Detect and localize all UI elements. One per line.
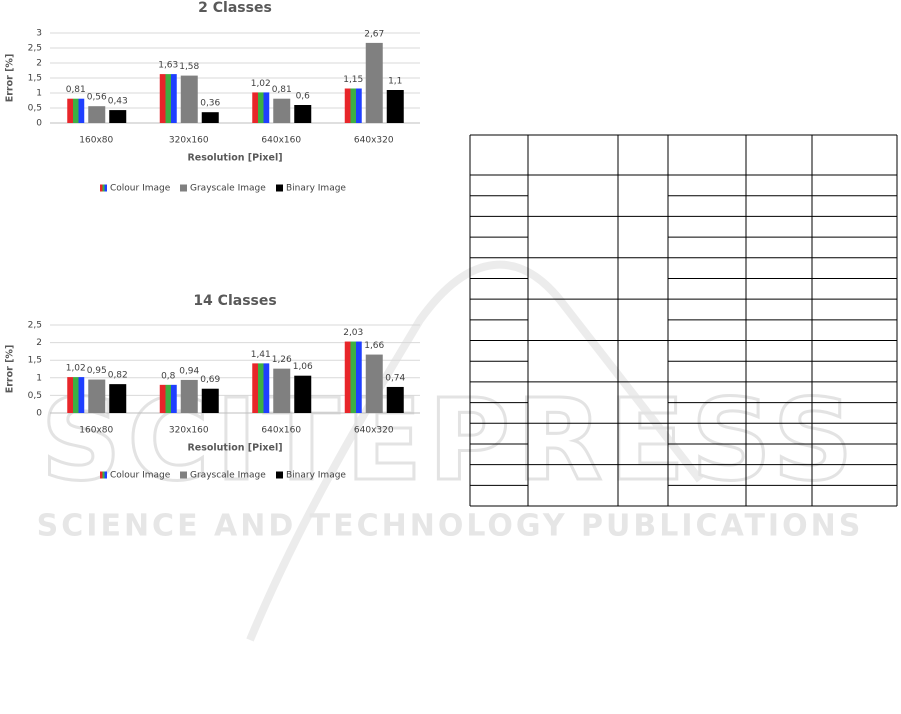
y-tick-label: 2,5 — [28, 44, 42, 54]
chart-title: 2 Classes — [198, 0, 272, 16]
bar — [273, 368, 291, 413]
data-label: 2,03 — [343, 328, 363, 338]
bar-chart: 14 Classes Error [%] Resolution [Pixel] 0 0,… — [5, 293, 420, 481]
bar — [88, 106, 106, 123]
x-tick-label: 640x320 — [354, 426, 394, 436]
data-label: 0,81 — [66, 85, 86, 95]
data-label: 1,66 — [364, 341, 384, 351]
data-label: 0,95 — [87, 366, 107, 376]
data-label: 1,58 — [179, 62, 199, 72]
y-tick-label: 0,5 — [28, 391, 42, 401]
y-tick-label: 1,5 — [28, 356, 42, 366]
bar — [273, 98, 291, 123]
legend-swatch — [276, 184, 283, 192]
x-tick-label: 640x320 — [354, 136, 394, 146]
legend-swatch — [276, 471, 283, 479]
y-tick-label: 3 — [36, 29, 42, 39]
data-label: 1,26 — [272, 355, 292, 365]
data-label: 0,82 — [108, 371, 128, 381]
bar — [109, 110, 127, 123]
data-label: 0,94 — [179, 366, 199, 376]
bar — [252, 363, 270, 413]
watermark: SCITEPRESS SCIENCE AND TECHNOLOGY PUBLIC… — [37, 260, 864, 642]
watermark-swoosh — [246, 260, 704, 642]
x-tick-label: 160x80 — [79, 426, 113, 436]
data-label: 0,69 — [200, 375, 220, 385]
x-axis-title: Resolution [Pixel] — [187, 443, 282, 454]
data-label: 1,1 — [388, 77, 402, 87]
bar — [159, 74, 177, 123]
y-axis-title: Error [%] — [5, 345, 16, 394]
bar — [109, 384, 127, 413]
bar — [180, 75, 198, 123]
empty-table — [469, 134, 898, 507]
legend-swatch — [180, 471, 187, 479]
bar — [67, 98, 85, 123]
bar — [201, 112, 219, 123]
bar — [386, 386, 404, 413]
y-tick-label: 1 — [36, 373, 42, 383]
y-tick-label: 0 — [36, 409, 42, 419]
x-tick-label: 640x160 — [261, 426, 301, 436]
data-label: 2,67 — [364, 29, 384, 39]
chart-title: 14 Classes — [193, 293, 276, 309]
bar — [365, 354, 383, 413]
x-tick-label: 160x80 — [79, 136, 113, 146]
data-label: 1,02 — [251, 79, 271, 89]
y-tick-label: 0,5 — [28, 104, 42, 114]
bar — [294, 375, 312, 413]
data-label: 1,02 — [66, 364, 86, 374]
bar — [180, 379, 198, 413]
legend-label: Grayscale Image — [190, 471, 266, 481]
legend-label: Grayscale Image — [190, 184, 266, 194]
legend-label: Colour Image — [110, 184, 171, 194]
bar-chart: 2 Classes Error [%] Resolution [Pixel] 0 0,5… — [5, 0, 420, 194]
legend-swatch — [100, 184, 107, 192]
bar — [386, 90, 404, 123]
data-label: 1,15 — [343, 75, 363, 85]
bar — [159, 384, 177, 413]
y-tick-label: 0 — [36, 119, 42, 129]
legend-label: Binary Image — [286, 471, 346, 481]
bar — [294, 105, 312, 123]
data-label: 0,74 — [385, 373, 405, 383]
data-label: 1,06 — [293, 362, 313, 372]
y-axis-title: Error [%] — [5, 54, 16, 103]
x-tick-label: 320x160 — [169, 136, 209, 146]
data-label: 1,41 — [251, 350, 271, 360]
bar — [67, 377, 85, 413]
legend-swatch — [180, 184, 187, 192]
x-axis-title: Resolution [Pixel] — [187, 153, 282, 164]
data-label: 0,8 — [161, 371, 176, 381]
y-tick-label: 2 — [36, 59, 42, 69]
legend-label: Colour Image — [110, 471, 171, 481]
x-tick-label: 320x160 — [169, 426, 209, 436]
watermark-text: SCIENCE AND TECHNOLOGY PUBLICATIONS — [37, 509, 864, 544]
legend-swatch — [100, 471, 107, 479]
y-tick-label: 1 — [36, 89, 42, 99]
x-tick-label: 640x160 — [261, 136, 301, 146]
bar — [252, 92, 270, 123]
data-label: 0,6 — [296, 92, 311, 102]
bar — [344, 88, 362, 123]
bar — [365, 42, 383, 123]
y-tick-label: 1,5 — [28, 74, 42, 84]
y-tick-label: 2 — [36, 338, 42, 348]
data-label: 0,43 — [108, 97, 128, 107]
data-label: 1,63 — [158, 61, 178, 71]
data-label: 0,81 — [272, 85, 292, 95]
data-label: 0,36 — [200, 99, 220, 109]
bar — [344, 341, 362, 413]
y-tick-label: 2,5 — [28, 321, 42, 331]
data-label: 0,56 — [87, 93, 107, 103]
legend-label: Binary Image — [286, 184, 346, 194]
bar — [201, 388, 219, 413]
bar — [88, 379, 106, 413]
